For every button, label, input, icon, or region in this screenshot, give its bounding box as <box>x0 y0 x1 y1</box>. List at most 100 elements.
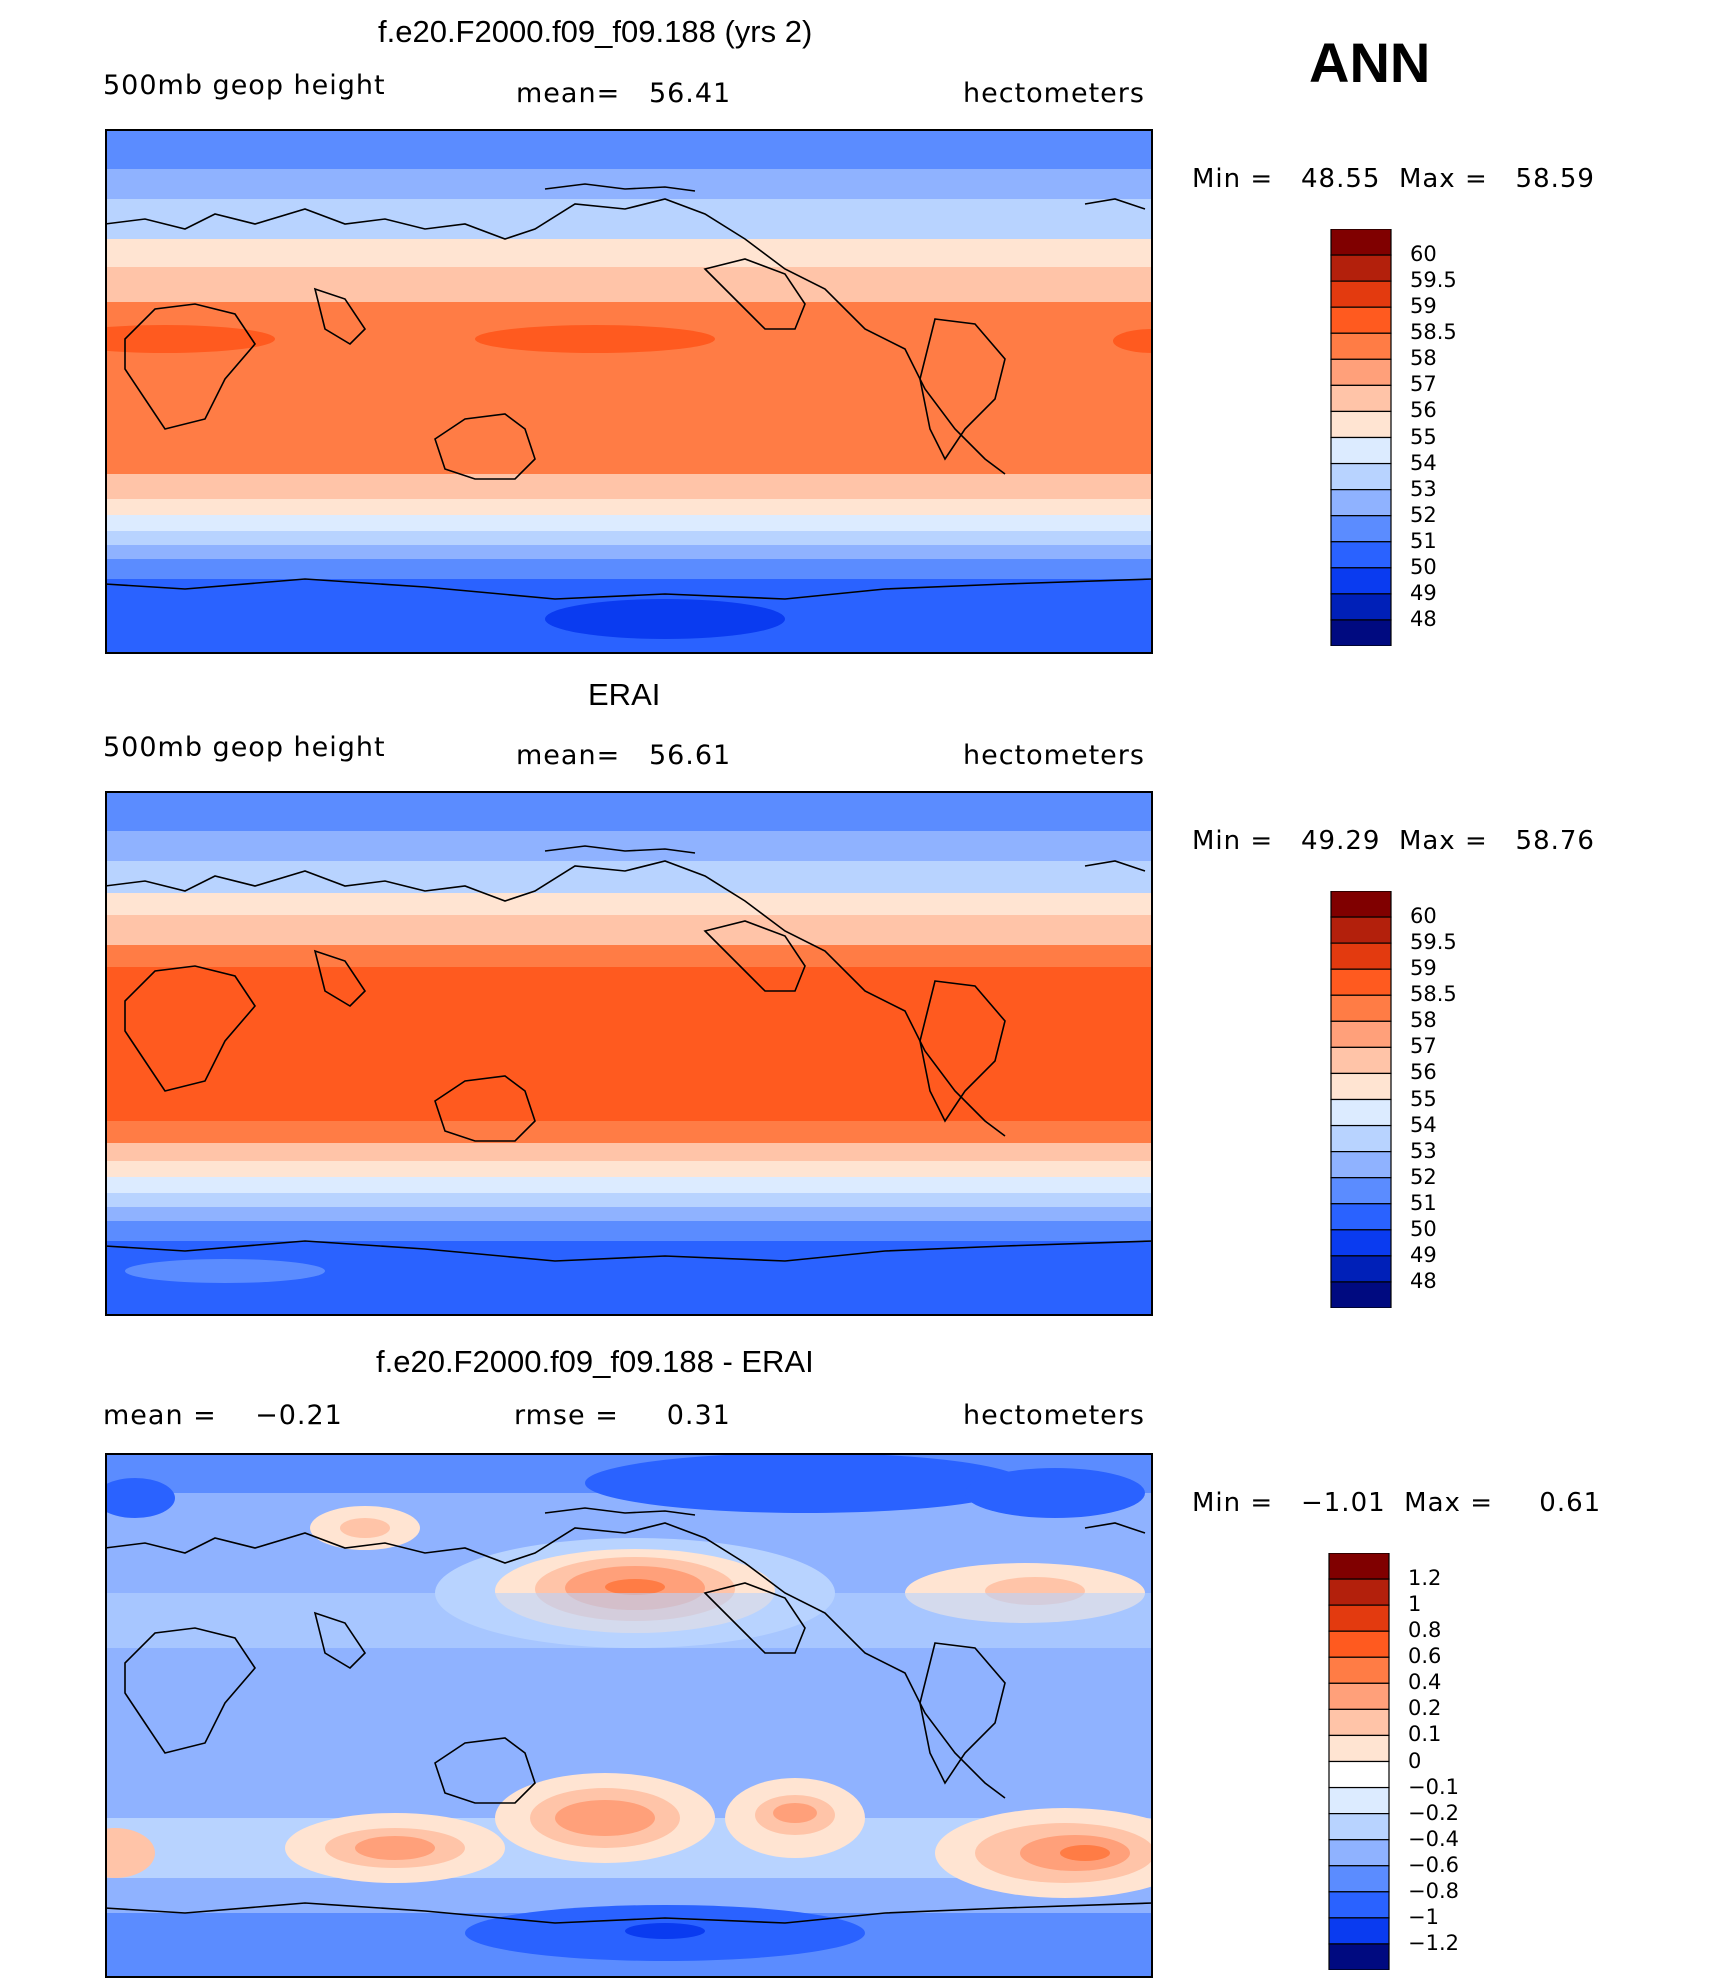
colorbar-box <box>1330 384 1392 413</box>
colorbar-box <box>1330 541 1392 569</box>
colorbar-label: 53 <box>1410 476 1437 501</box>
colorbar-label: 51 <box>1410 1190 1437 1215</box>
units-label: hectometers <box>963 1400 1145 1431</box>
colorbar-box <box>1330 567 1392 595</box>
colorbar-box <box>1330 1098 1392 1127</box>
colorbar-label: 48 <box>1410 1268 1437 1293</box>
colorbar-box <box>1330 436 1392 465</box>
colorbar-box <box>1330 968 1392 996</box>
colorbar-label: 0.8 <box>1408 1618 1442 1643</box>
colorbar-label: −1 <box>1408 1904 1439 1929</box>
mean-label: mean= 56.61 <box>516 740 732 771</box>
colorbar-label: 55 <box>1410 424 1437 449</box>
colorbar-label: 58.5 <box>1410 320 1457 345</box>
units-label: hectometers <box>963 740 1145 771</box>
colorbar-box <box>1328 1656 1390 1684</box>
colorbar-box <box>1330 916 1392 944</box>
map-obs <box>105 791 1153 1316</box>
colorbar-label: 55 <box>1410 1086 1437 1111</box>
colorbar-label: 59 <box>1410 294 1437 319</box>
colorbar-model <box>1330 229 1392 646</box>
field-label: 500mb geop height <box>103 732 386 763</box>
colorbar-label: 53 <box>1410 1138 1437 1163</box>
coastlines <box>105 1507 1153 1924</box>
colorbar-label: 51 <box>1410 528 1437 553</box>
colorbar-box <box>1330 1229 1392 1257</box>
colorbar-box <box>1330 619 1392 646</box>
colorbar-box <box>1330 280 1392 308</box>
colorbar-label: 1 <box>1408 1592 1422 1617</box>
colorbar-box <box>1328 1682 1390 1710</box>
colorbar-label: −0.8 <box>1408 1878 1459 1903</box>
colorbar-box <box>1330 1281 1392 1308</box>
colorbar-label: 0.1 <box>1408 1722 1442 1747</box>
colorbar-box <box>1330 1124 1392 1153</box>
colorbar-box <box>1330 1177 1392 1205</box>
colorbar-label: −0.6 <box>1408 1852 1459 1877</box>
colorbar-label: 50 <box>1410 554 1437 579</box>
colorbar-box <box>1328 1708 1390 1737</box>
colorbar-box <box>1328 1604 1390 1632</box>
colorbar-label: −1.2 <box>1408 1930 1459 1955</box>
colorbar-box <box>1328 1943 1390 1970</box>
colorbar-box <box>1330 1072 1392 1101</box>
colorbar-label: 60 <box>1410 904 1437 929</box>
colorbar-box <box>1330 1203 1392 1231</box>
colorbar-box <box>1328 1891 1390 1919</box>
colorbar-box <box>1330 515 1392 543</box>
colorbar-box <box>1328 1865 1390 1893</box>
colorbar-box <box>1328 1630 1390 1658</box>
minmax-label: Min = −1.01 Max = 0.61 <box>1192 1488 1602 1518</box>
colorbar-label: 54 <box>1410 450 1437 475</box>
coastlines <box>105 845 1153 1262</box>
colorbar-box <box>1330 358 1392 386</box>
colorbar-label: −0.4 <box>1408 1826 1459 1851</box>
colorbar-box <box>1330 489 1392 517</box>
colorbar-box <box>1328 1578 1390 1606</box>
colorbar-box <box>1328 1813 1390 1841</box>
field-label: 500mb geop height <box>103 70 386 101</box>
panel-title: ERAI <box>588 677 661 712</box>
panel-title: f.e20.F2000.f09_f09.188 (yrs 2) <box>378 14 813 49</box>
colorbar-label: 48 <box>1410 606 1437 631</box>
colorbar-label: 0.4 <box>1408 1670 1442 1695</box>
colorbar-label: 59.5 <box>1410 268 1457 293</box>
colorbar-box <box>1330 254 1392 282</box>
mean-label: mean= 56.41 <box>516 78 732 109</box>
colorbar-box <box>1328 1734 1390 1763</box>
colorbar-label: −0.2 <box>1408 1800 1459 1825</box>
colorbar-box <box>1330 306 1392 334</box>
colorbar-box <box>1330 1020 1392 1048</box>
colorbar-label: 60 <box>1410 242 1437 267</box>
minmax-label: Min = 48.55 Max = 58.59 <box>1192 164 1595 194</box>
colorbar-box <box>1328 1839 1390 1867</box>
colorbar-label: −0.1 <box>1408 1774 1459 1799</box>
colorbar-label: 1.2 <box>1408 1566 1442 1591</box>
colorbar-label: 58 <box>1410 1008 1437 1033</box>
colorbar-box <box>1330 1151 1392 1179</box>
colorbar-label: 59.5 <box>1410 930 1457 955</box>
colorbar-box <box>1330 229 1392 256</box>
season-label: ANN <box>1309 31 1431 94</box>
colorbar-label: 52 <box>1410 502 1437 527</box>
colorbar-label: 0.6 <box>1408 1644 1442 1669</box>
colorbar-box <box>1330 1046 1392 1075</box>
colorbar-box <box>1328 1917 1390 1945</box>
colorbar-label: 56 <box>1410 1060 1437 1085</box>
colorbar-box <box>1330 994 1392 1022</box>
panel-title: f.e20.F2000.f09_f09.188 - ERAI <box>376 1344 814 1379</box>
minmax-label: Min = 49.29 Max = 58.76 <box>1192 826 1595 856</box>
colorbar-label: 57 <box>1410 372 1437 397</box>
colorbar-label: 0 <box>1408 1748 1422 1773</box>
colorbar-label: 0.2 <box>1408 1696 1442 1721</box>
rmse-label: rmse = 0.31 <box>514 1400 731 1431</box>
colorbar-label: 52 <box>1410 1164 1437 1189</box>
colorbar-label: 58 <box>1410 346 1437 371</box>
colorbar-box <box>1328 1760 1390 1789</box>
colorbar-label: 59 <box>1410 956 1437 981</box>
colorbar-label: 58.5 <box>1410 982 1457 1007</box>
colorbar-box <box>1330 1255 1392 1283</box>
colorbar-box <box>1328 1553 1390 1580</box>
colorbar-label: 49 <box>1410 580 1437 605</box>
colorbar-diff <box>1328 1553 1390 1970</box>
